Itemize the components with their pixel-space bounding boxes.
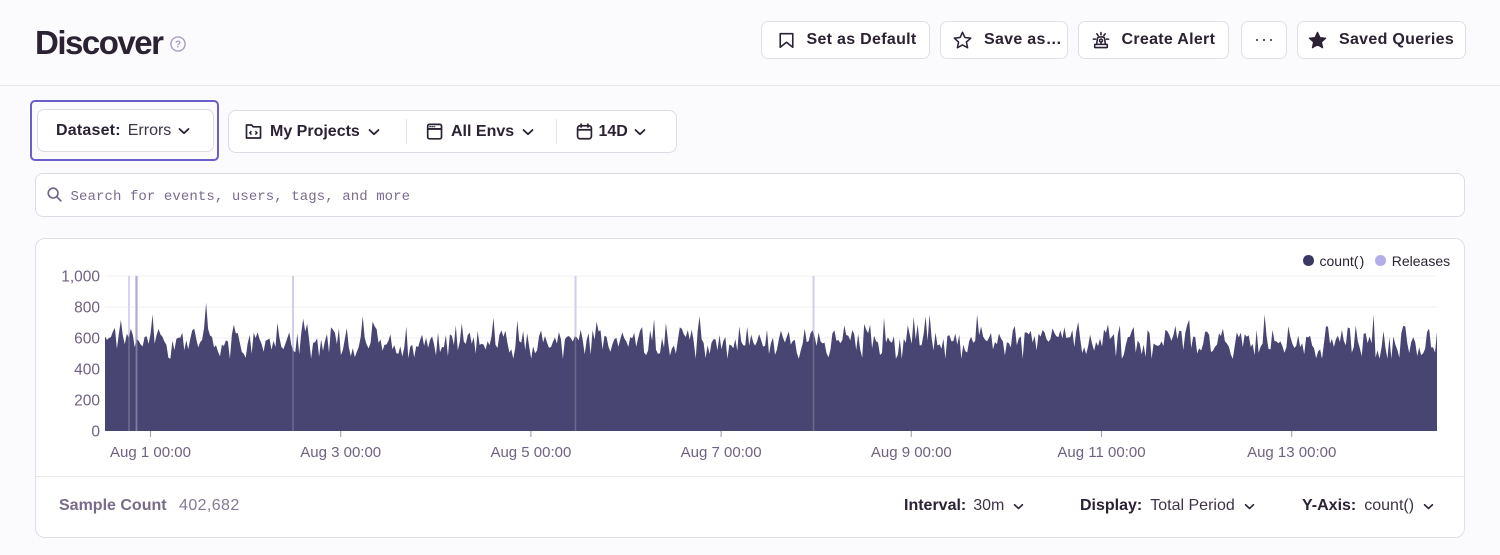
svg-text:0: 0 xyxy=(91,424,100,441)
svg-text:Aug 7 00:00: Aug 7 00:00 xyxy=(681,444,762,461)
svg-text:Aug 5 00:00: Aug 5 00:00 xyxy=(490,444,571,461)
svg-text:800: 800 xyxy=(74,300,100,317)
svg-text:200: 200 xyxy=(74,393,100,410)
svg-text:Aug 11 00:00: Aug 11 00:00 xyxy=(1057,444,1145,461)
svg-text:Aug 1 00:00: Aug 1 00:00 xyxy=(110,444,191,461)
svg-text:1,000: 1,000 xyxy=(61,269,100,286)
svg-text:600: 600 xyxy=(74,331,100,348)
svg-text:400: 400 xyxy=(74,362,100,379)
svg-text:Aug 3 00:00: Aug 3 00:00 xyxy=(300,444,381,461)
svg-text:Aug 9 00:00: Aug 9 00:00 xyxy=(871,444,952,461)
svg-text:Aug 13 00:00: Aug 13 00:00 xyxy=(1247,444,1336,461)
svg-text:?: ? xyxy=(174,39,180,50)
